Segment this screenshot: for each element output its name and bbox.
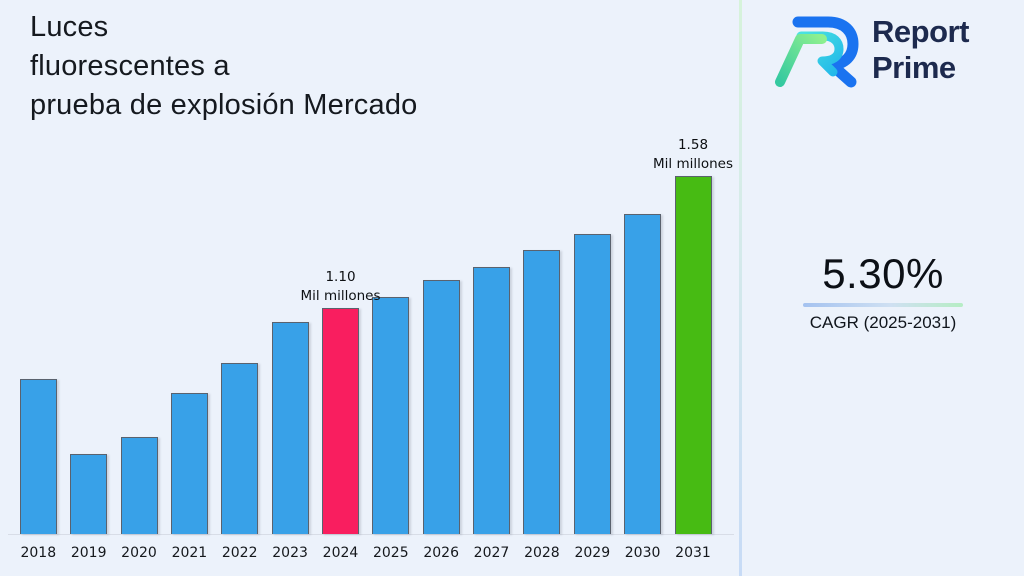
bar-2024 xyxy=(322,308,359,534)
x-tick-2020: 2020 xyxy=(121,545,157,561)
page-title-line-1: Luces xyxy=(30,11,109,43)
x-tick-2019: 2019 xyxy=(70,545,107,561)
x-tick-2018: 2018 xyxy=(20,545,57,561)
bar-2029 xyxy=(573,234,611,534)
bar-2028 xyxy=(523,250,561,534)
cagr-underline xyxy=(803,303,963,307)
x-tick-2025: 2025 xyxy=(372,545,409,561)
bar-chart: 2018 2019 2020 2021 2022 2023 2024 2025 2026 2027… xyxy=(8,137,734,561)
bar-2021 xyxy=(170,393,208,534)
bar-2018 xyxy=(19,379,57,534)
bar-2023 xyxy=(271,322,309,534)
bar-2025 xyxy=(372,297,410,534)
x-tick-2024: 2024 xyxy=(322,545,359,561)
x-tick-2027: 2027 xyxy=(473,545,510,561)
brand-name-line-1: Report xyxy=(872,14,969,49)
bar-2020 xyxy=(120,437,158,534)
x-tick-2030: 2030 xyxy=(624,545,661,561)
annotation-unit: Mil millones xyxy=(300,288,381,304)
value-annotation-2031: 1.58 Mil millones xyxy=(628,136,758,174)
x-tick-2026: 2026 xyxy=(423,545,459,561)
chart-baseline xyxy=(8,534,734,535)
brand-name: Report Prime xyxy=(872,14,969,86)
bar-2027 xyxy=(473,267,510,534)
x-tick-2031: 2031 xyxy=(675,545,711,561)
cagr-block: 5.30% CAGR (2025-2031) xyxy=(752,250,1014,333)
cagr-value: 5.30% xyxy=(822,250,944,297)
x-tick-2023: 2023 xyxy=(272,545,308,561)
brand-name-line-2: Prime xyxy=(872,50,956,85)
page-title-line-2: fluorescentes a xyxy=(30,50,230,82)
page-title-line-3: prueba de explosión Mercado xyxy=(30,89,418,121)
annotation-value: 1.10 xyxy=(325,269,356,285)
page-title: Luces fluorescentes a prueba de explosió… xyxy=(30,8,417,125)
bar-2022 xyxy=(221,363,259,534)
value-annotation-2024: 1.10 Mil millones xyxy=(276,268,406,306)
bar-2019 xyxy=(70,454,108,534)
bar-2026 xyxy=(422,280,460,534)
bar-2030 xyxy=(624,214,662,534)
cagr-label: CAGR (2025-2031) xyxy=(809,313,957,332)
annotation-unit: Mil millones xyxy=(653,156,733,172)
report-prime-logo-icon xyxy=(775,16,859,88)
x-tick-2029: 2029 xyxy=(574,545,611,561)
x-tick-2022: 2022 xyxy=(221,545,258,561)
annotation-value: 1.58 xyxy=(677,137,709,153)
x-tick-2021: 2021 xyxy=(171,545,208,561)
panel-divider xyxy=(739,0,742,576)
bar-2031 xyxy=(674,176,712,534)
x-tick-2028: 2028 xyxy=(524,545,560,561)
